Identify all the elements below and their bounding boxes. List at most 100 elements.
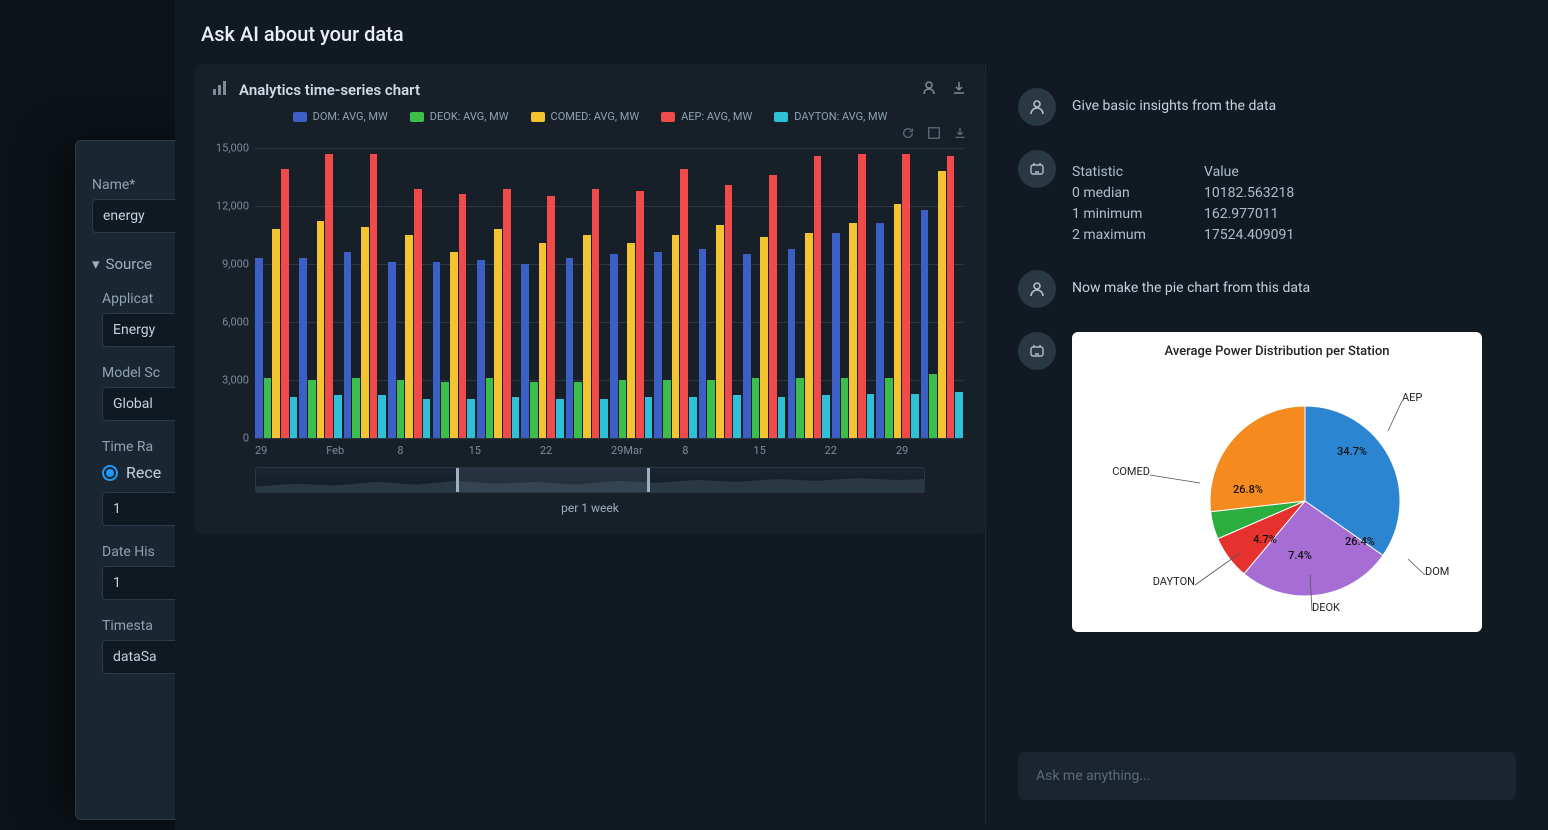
- bar[interactable]: [459, 194, 467, 438]
- bar[interactable]: [841, 378, 849, 438]
- bar[interactable]: [716, 225, 724, 438]
- bar[interactable]: [370, 154, 378, 438]
- bar[interactable]: [281, 169, 289, 438]
- download-icon[interactable]: [951, 80, 967, 100]
- bar[interactable]: [477, 260, 485, 438]
- chat-input[interactable]: [1018, 752, 1516, 800]
- bar[interactable]: [494, 229, 502, 438]
- bar[interactable]: [822, 395, 830, 438]
- bar[interactable]: [725, 185, 733, 438]
- bar[interactable]: [760, 237, 768, 438]
- bar[interactable]: [921, 210, 929, 438]
- bar[interactable]: [539, 243, 547, 438]
- bar[interactable]: [583, 235, 591, 438]
- bar[interactable]: [334, 395, 342, 438]
- bar-group: [388, 148, 430, 438]
- refresh-icon[interactable]: [901, 125, 915, 144]
- legend-swatch: [293, 112, 307, 122]
- bar[interactable]: [556, 399, 564, 438]
- bar[interactable]: [911, 394, 919, 438]
- bar[interactable]: [299, 258, 307, 438]
- legend-item[interactable]: DOM: AVG, MW: [293, 110, 388, 123]
- export-icon[interactable]: [953, 125, 967, 144]
- bar[interactable]: [610, 254, 618, 438]
- bar[interactable]: [645, 397, 653, 438]
- bar[interactable]: [344, 252, 352, 438]
- bar[interactable]: [566, 258, 574, 438]
- bar[interactable]: [530, 382, 538, 438]
- expand-icon[interactable]: [927, 125, 941, 144]
- bar[interactable]: [929, 374, 937, 438]
- bar[interactable]: [689, 397, 697, 438]
- legend-item[interactable]: COMED: AVG, MW: [531, 110, 640, 123]
- bar[interactable]: [867, 394, 875, 438]
- bar[interactable]: [433, 262, 441, 438]
- bar[interactable]: [388, 262, 396, 438]
- bar-group: [832, 148, 874, 438]
- bar[interactable]: [264, 378, 272, 438]
- legend-item[interactable]: DAYTON: AVG, MW: [774, 110, 887, 123]
- bar[interactable]: [805, 233, 813, 438]
- legend-item[interactable]: AEP: AVG, MW: [661, 110, 752, 123]
- bar[interactable]: [352, 378, 360, 438]
- bar[interactable]: [832, 233, 840, 438]
- bar-group: [566, 148, 608, 438]
- bar[interactable]: [858, 154, 866, 438]
- bar[interactable]: [272, 229, 280, 438]
- bar[interactable]: [441, 382, 449, 438]
- page-title: Ask AI about your data: [175, 0, 1548, 64]
- bar[interactable]: [894, 204, 902, 438]
- bar[interactable]: [486, 378, 494, 438]
- bar[interactable]: [699, 249, 707, 438]
- bar[interactable]: [592, 189, 600, 438]
- bar[interactable]: [849, 223, 857, 438]
- bar[interactable]: [636, 191, 644, 438]
- chart-card: Analytics time-series chart DOM: AVG, MW…: [195, 64, 985, 534]
- bar[interactable]: [361, 227, 369, 438]
- bar[interactable]: [788, 249, 796, 438]
- bar[interactable]: [876, 223, 884, 438]
- bar[interactable]: [574, 382, 582, 438]
- bar[interactable]: [769, 175, 777, 438]
- bar[interactable]: [547, 196, 555, 438]
- bar[interactable]: [733, 395, 741, 438]
- bar[interactable]: [938, 171, 946, 438]
- bar[interactable]: [955, 392, 963, 438]
- bar[interactable]: [814, 156, 822, 438]
- bar[interactable]: [600, 399, 608, 438]
- bar[interactable]: [317, 221, 325, 438]
- bar[interactable]: [503, 189, 511, 438]
- bar[interactable]: [663, 380, 671, 438]
- stat-row: 0 median10182.563218: [1072, 183, 1294, 204]
- bar[interactable]: [325, 154, 333, 438]
- bar[interactable]: [405, 235, 413, 438]
- legend-item[interactable]: DEOK: AVG, MW: [410, 110, 509, 123]
- bar[interactable]: [619, 380, 627, 438]
- bar[interactable]: [627, 243, 635, 438]
- bar[interactable]: [414, 189, 422, 438]
- bar[interactable]: [680, 169, 688, 438]
- save-icon[interactable]: [921, 80, 937, 100]
- bar[interactable]: [796, 378, 804, 438]
- ai-message: StatisticValue 0 median10182.5632181 min…: [1018, 150, 1516, 246]
- bar[interactable]: [902, 154, 910, 438]
- bar[interactable]: [672, 235, 680, 438]
- bar[interactable]: [397, 380, 405, 438]
- bar[interactable]: [752, 378, 760, 438]
- bar[interactable]: [707, 380, 715, 438]
- bar[interactable]: [885, 378, 893, 438]
- bar[interactable]: [654, 252, 662, 438]
- bar[interactable]: [947, 156, 955, 438]
- time-brush[interactable]: [255, 467, 925, 493]
- bar[interactable]: [423, 399, 431, 438]
- bar[interactable]: [743, 254, 751, 438]
- bar[interactable]: [255, 258, 263, 438]
- bar[interactable]: [308, 380, 316, 438]
- bar[interactable]: [778, 397, 786, 438]
- bar[interactable]: [467, 399, 475, 438]
- bar[interactable]: [378, 395, 386, 438]
- bar[interactable]: [290, 397, 298, 438]
- bar[interactable]: [521, 264, 529, 438]
- bar[interactable]: [450, 252, 458, 438]
- bar[interactable]: [512, 397, 520, 438]
